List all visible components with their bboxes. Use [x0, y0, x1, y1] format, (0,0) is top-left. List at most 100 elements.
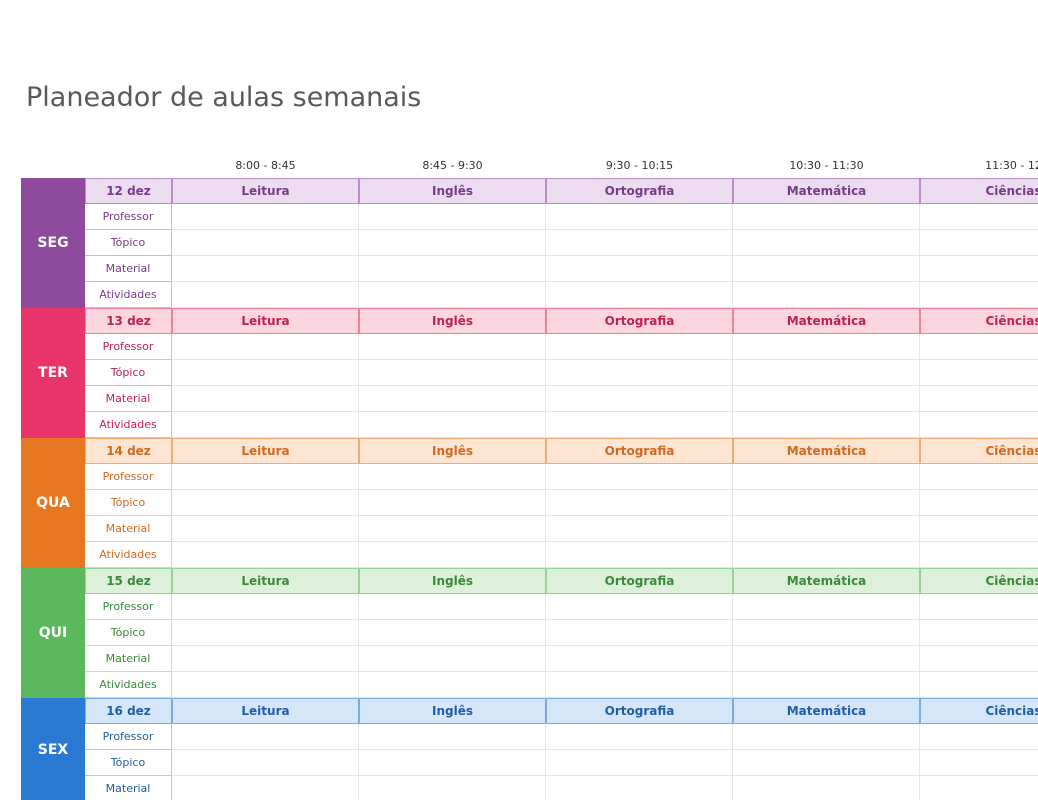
entry-cell	[546, 334, 733, 360]
subject-header: Ciências	[920, 438, 1038, 464]
entry-cell	[920, 282, 1038, 308]
entry-cell	[359, 724, 546, 750]
row-label: Material	[85, 516, 172, 542]
entry-cell	[733, 282, 920, 308]
row-label: Material	[85, 646, 172, 672]
row-label: Professor	[85, 334, 172, 360]
subject-header: Inglês	[359, 178, 546, 204]
subject-header: Ortografia	[546, 568, 733, 594]
entry-cell	[920, 594, 1038, 620]
entry-cell	[172, 776, 359, 800]
entry-cell	[546, 230, 733, 256]
entry-cell	[546, 464, 733, 490]
time-slot: 11:30 - 12	[985, 158, 1038, 172]
entry-cell	[546, 256, 733, 282]
entry-cell	[920, 464, 1038, 490]
entry-cell	[172, 334, 359, 360]
subject-header: Ortografia	[546, 438, 733, 464]
time-slot: 9:30 - 10:15	[605, 158, 674, 172]
entry-cell	[733, 594, 920, 620]
entry-cell	[172, 386, 359, 412]
time-slot: 8:45 - 9:30	[422, 158, 483, 172]
subject-header: Matemática	[733, 308, 920, 334]
subject-header: Ortografia	[546, 698, 733, 724]
entry-cell	[733, 672, 920, 698]
entry-cell	[172, 282, 359, 308]
subject-header: Leitura	[172, 178, 359, 204]
entry-cell	[546, 672, 733, 698]
entry-cell	[359, 334, 546, 360]
date-cell: 16 dez	[85, 698, 172, 724]
entry-cell	[359, 594, 546, 620]
time-slot: 10:30 - 11:30	[789, 158, 864, 172]
row-label: Tópico	[85, 750, 172, 776]
entry-cell	[359, 464, 546, 490]
row-label: Tópico	[85, 360, 172, 386]
entry-cell	[920, 646, 1038, 672]
row-label: Professor	[85, 594, 172, 620]
row-label: Atividades	[85, 672, 172, 698]
entry-cell	[546, 282, 733, 308]
entry-cell	[546, 724, 733, 750]
entry-cell	[359, 282, 546, 308]
entry-cell	[359, 620, 546, 646]
entry-cell	[733, 750, 920, 776]
subject-header: Leitura	[172, 438, 359, 464]
entry-cell	[733, 334, 920, 360]
subject-header: Ciências	[920, 178, 1038, 204]
row-label: Material	[85, 256, 172, 282]
subject-header: Ortografia	[546, 308, 733, 334]
entry-cell	[172, 516, 359, 542]
entry-cell	[359, 204, 546, 230]
entry-cell	[359, 776, 546, 800]
entry-cell	[359, 386, 546, 412]
entry-cell	[172, 360, 359, 386]
entry-cell	[359, 672, 546, 698]
entry-cell	[920, 620, 1038, 646]
subject-header: Leitura	[172, 698, 359, 724]
day-label: SEG	[21, 178, 85, 308]
entry-cell	[733, 620, 920, 646]
date-cell: 15 dez	[85, 568, 172, 594]
entry-cell	[359, 516, 546, 542]
entry-cell	[359, 412, 546, 438]
entry-cell	[546, 646, 733, 672]
entry-cell	[546, 594, 733, 620]
entry-cell	[733, 412, 920, 438]
row-label: Professor	[85, 724, 172, 750]
entry-cell	[920, 256, 1038, 282]
entry-cell	[172, 490, 359, 516]
entry-cell	[733, 464, 920, 490]
entry-cell	[920, 724, 1038, 750]
subject-header: Inglês	[359, 308, 546, 334]
entry-cell	[546, 620, 733, 646]
entry-cell	[733, 542, 920, 568]
entry-cell	[172, 230, 359, 256]
entry-cell	[920, 776, 1038, 800]
entry-cell	[920, 386, 1038, 412]
row-label: Atividades	[85, 282, 172, 308]
entry-cell	[172, 594, 359, 620]
entry-cell	[359, 360, 546, 386]
entry-cell	[920, 230, 1038, 256]
entry-cell	[172, 204, 359, 230]
entry-cell	[359, 256, 546, 282]
subject-header: Inglês	[359, 698, 546, 724]
entry-cell	[546, 204, 733, 230]
entry-cell	[733, 230, 920, 256]
entry-cell	[733, 724, 920, 750]
date-cell: 13 dez	[85, 308, 172, 334]
row-label: Professor	[85, 464, 172, 490]
subject-header: Matemática	[733, 698, 920, 724]
subject-header: Ciências	[920, 308, 1038, 334]
day-label: QUI	[21, 568, 85, 698]
date-cell: 14 dez	[85, 438, 172, 464]
entry-cell	[359, 490, 546, 516]
entry-cell	[359, 542, 546, 568]
entry-cell	[172, 672, 359, 698]
day-label: SEX	[21, 698, 85, 800]
row-label: Atividades	[85, 412, 172, 438]
entry-cell	[920, 334, 1038, 360]
entry-cell	[920, 672, 1038, 698]
